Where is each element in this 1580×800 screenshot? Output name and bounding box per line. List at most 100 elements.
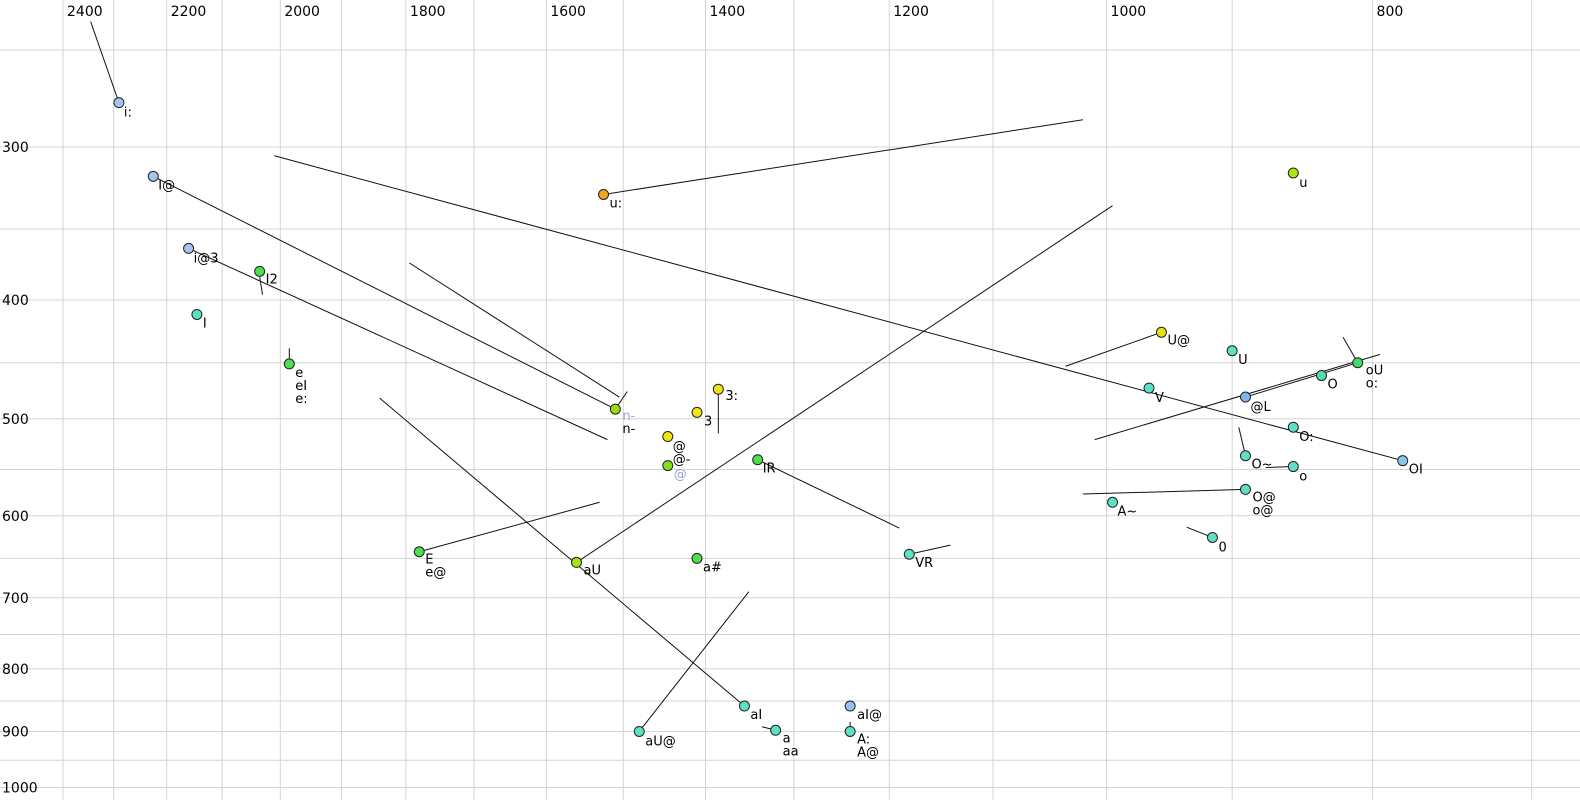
trajectory-line bbox=[576, 205, 1113, 563]
vowel-point-3-long[interactable] bbox=[712, 383, 724, 395]
vowel-point-schwa[interactable] bbox=[662, 460, 674, 472]
vowel-point-V[interactable] bbox=[1143, 382, 1155, 394]
vowel-point-O-schwa[interactable] bbox=[1239, 483, 1251, 495]
vowel-label-VR: VR bbox=[915, 556, 933, 571]
vowel-point-u[interactable] bbox=[1287, 167, 1299, 179]
y-axis-tick-label: 500 bbox=[2, 412, 29, 428]
vowel-label-aU-schwa: aU@ bbox=[645, 734, 675, 749]
x-axis-tick-label: 1800 bbox=[410, 4, 446, 20]
vowel-label-a-hash: a# bbox=[703, 560, 722, 575]
vowel-point-I-schwa[interactable] bbox=[147, 170, 159, 182]
vowel-label-i-long: i: bbox=[124, 106, 132, 121]
vowel-point-schwa-L[interactable] bbox=[1239, 391, 1251, 403]
trajectory-line bbox=[188, 247, 608, 441]
vowel-label-A-long: A@ bbox=[857, 745, 879, 760]
vowel-point-aI-schwa[interactable] bbox=[844, 700, 856, 712]
trajectory-line bbox=[408, 262, 620, 398]
vowel-label-E: e@ bbox=[425, 566, 446, 581]
x-axis-tick-label: 1400 bbox=[709, 4, 745, 20]
vowel-label-O-schwa: O@ bbox=[1252, 490, 1275, 505]
vowel-label-U-schwa: U@ bbox=[1167, 333, 1190, 348]
vowel-point-i-schwa3[interactable] bbox=[183, 242, 195, 254]
vowel-label-3: 3 bbox=[704, 414, 712, 429]
vowel-label-aI-schwa: aI@ bbox=[857, 708, 882, 723]
vowel-label-V: V bbox=[1155, 391, 1164, 406]
vowel-point-3[interactable] bbox=[691, 406, 703, 418]
trajectory-line bbox=[274, 155, 1403, 462]
vowel-label-schwa: @ bbox=[674, 468, 687, 483]
x-axis-tick-label: 2400 bbox=[67, 4, 103, 20]
y-axis-tick-label: 1000 bbox=[2, 781, 38, 797]
vowel-point-OI[interactable] bbox=[1397, 455, 1409, 467]
vowel-point-a-hash[interactable] bbox=[691, 552, 703, 564]
vowel-point-oU[interactable] bbox=[1352, 357, 1364, 369]
vowel-label-E: E bbox=[425, 553, 433, 568]
x-axis-tick-label: 2200 bbox=[171, 4, 207, 20]
vowel-label-oU: oU bbox=[1366, 364, 1383, 379]
y-axis-tick-label: 400 bbox=[2, 293, 29, 309]
trajectory-line bbox=[638, 591, 750, 732]
vowel-label-O: O bbox=[1328, 378, 1338, 393]
trajectory-lines bbox=[90, 21, 1403, 732]
vowel-point-O-nasal[interactable] bbox=[1239, 450, 1251, 462]
vowel-label-u: u bbox=[1299, 176, 1307, 191]
vowel-label-schwa-bar: @ bbox=[673, 440, 686, 455]
trajectory-line bbox=[90, 21, 120, 103]
vowel-label-e: e bbox=[295, 366, 303, 381]
vowel-label-e: eI bbox=[295, 379, 307, 394]
vowel-point-VR[interactable] bbox=[903, 548, 915, 560]
vowel-point-A-long[interactable] bbox=[844, 725, 856, 737]
vowel-point-u-long[interactable] bbox=[598, 188, 610, 200]
x-axis-tick-label: 2000 bbox=[284, 4, 320, 20]
vowel-point-aI[interactable] bbox=[738, 700, 750, 712]
vowel-point-IR[interactable] bbox=[752, 454, 764, 466]
vowel-point-I[interactable] bbox=[191, 308, 203, 320]
vowel-point-schwa-bar[interactable] bbox=[662, 431, 674, 443]
trajectory-line bbox=[419, 501, 600, 553]
trajectory-line bbox=[909, 544, 951, 555]
vowel-point-e[interactable] bbox=[283, 358, 295, 370]
vowel-label-A-long: A: bbox=[857, 732, 870, 747]
y-axis-tick-label: 900 bbox=[2, 724, 29, 740]
vowel-label-oU: o: bbox=[1366, 377, 1378, 392]
vowel-point-o[interactable] bbox=[1287, 461, 1299, 473]
x-axis-tick-label: 1000 bbox=[1111, 4, 1147, 20]
vowel-label-O-long: O: bbox=[1299, 430, 1313, 445]
trajectory-line bbox=[1065, 331, 1162, 367]
vowel-point-i-long[interactable] bbox=[113, 97, 125, 109]
trajectory-line bbox=[153, 175, 616, 410]
vowel-point-a[interactable] bbox=[770, 724, 782, 736]
vowel-point-A-nasal[interactable] bbox=[1107, 496, 1119, 508]
vowel-point-O[interactable] bbox=[1316, 370, 1328, 382]
vowel-point-aU[interactable] bbox=[570, 556, 582, 568]
vowel-label-I2: I2 bbox=[266, 272, 278, 287]
vowel-point-U-schwa[interactable] bbox=[1155, 326, 1167, 338]
x-axis-tick-label: 1600 bbox=[550, 4, 586, 20]
vowel-point-O-long[interactable] bbox=[1287, 421, 1299, 433]
y-axis-tick-label: 800 bbox=[2, 662, 29, 678]
vowel-label-i-schwa3: i@3 bbox=[194, 251, 219, 266]
vowel-point-U[interactable] bbox=[1226, 345, 1238, 357]
trajectory-line bbox=[259, 276, 264, 295]
vowel-point-E[interactable] bbox=[413, 546, 425, 558]
trajectory-line bbox=[1245, 362, 1358, 398]
vowel-label-n-: n- bbox=[622, 409, 635, 424]
x-axis-tick-label: 800 bbox=[1377, 4, 1404, 20]
vowel-label-schwa-L: @L bbox=[1250, 400, 1271, 415]
vowel-label-e: e: bbox=[295, 392, 307, 407]
vowel-label-O-nasal: O~ bbox=[1251, 458, 1272, 473]
vowel-point-aU-schwa[interactable] bbox=[633, 725, 645, 737]
y-axis-tick-label: 700 bbox=[2, 591, 29, 607]
vowel-label-3-long: 3: bbox=[725, 389, 738, 404]
vowel-point-n-[interactable] bbox=[609, 403, 621, 415]
vowel-label-I-schwa: I@ bbox=[158, 178, 175, 193]
vowel-point-0[interactable] bbox=[1206, 531, 1218, 543]
vowel-label-a: aa bbox=[783, 744, 799, 759]
axis-labels: 2400 2200 2000 1800 1600 1400 1200 1000 800 300 40… bbox=[2, 4, 1403, 797]
vowel-point-I2[interactable] bbox=[254, 265, 266, 277]
vowel-label-A-nasal: A~ bbox=[1118, 504, 1138, 519]
